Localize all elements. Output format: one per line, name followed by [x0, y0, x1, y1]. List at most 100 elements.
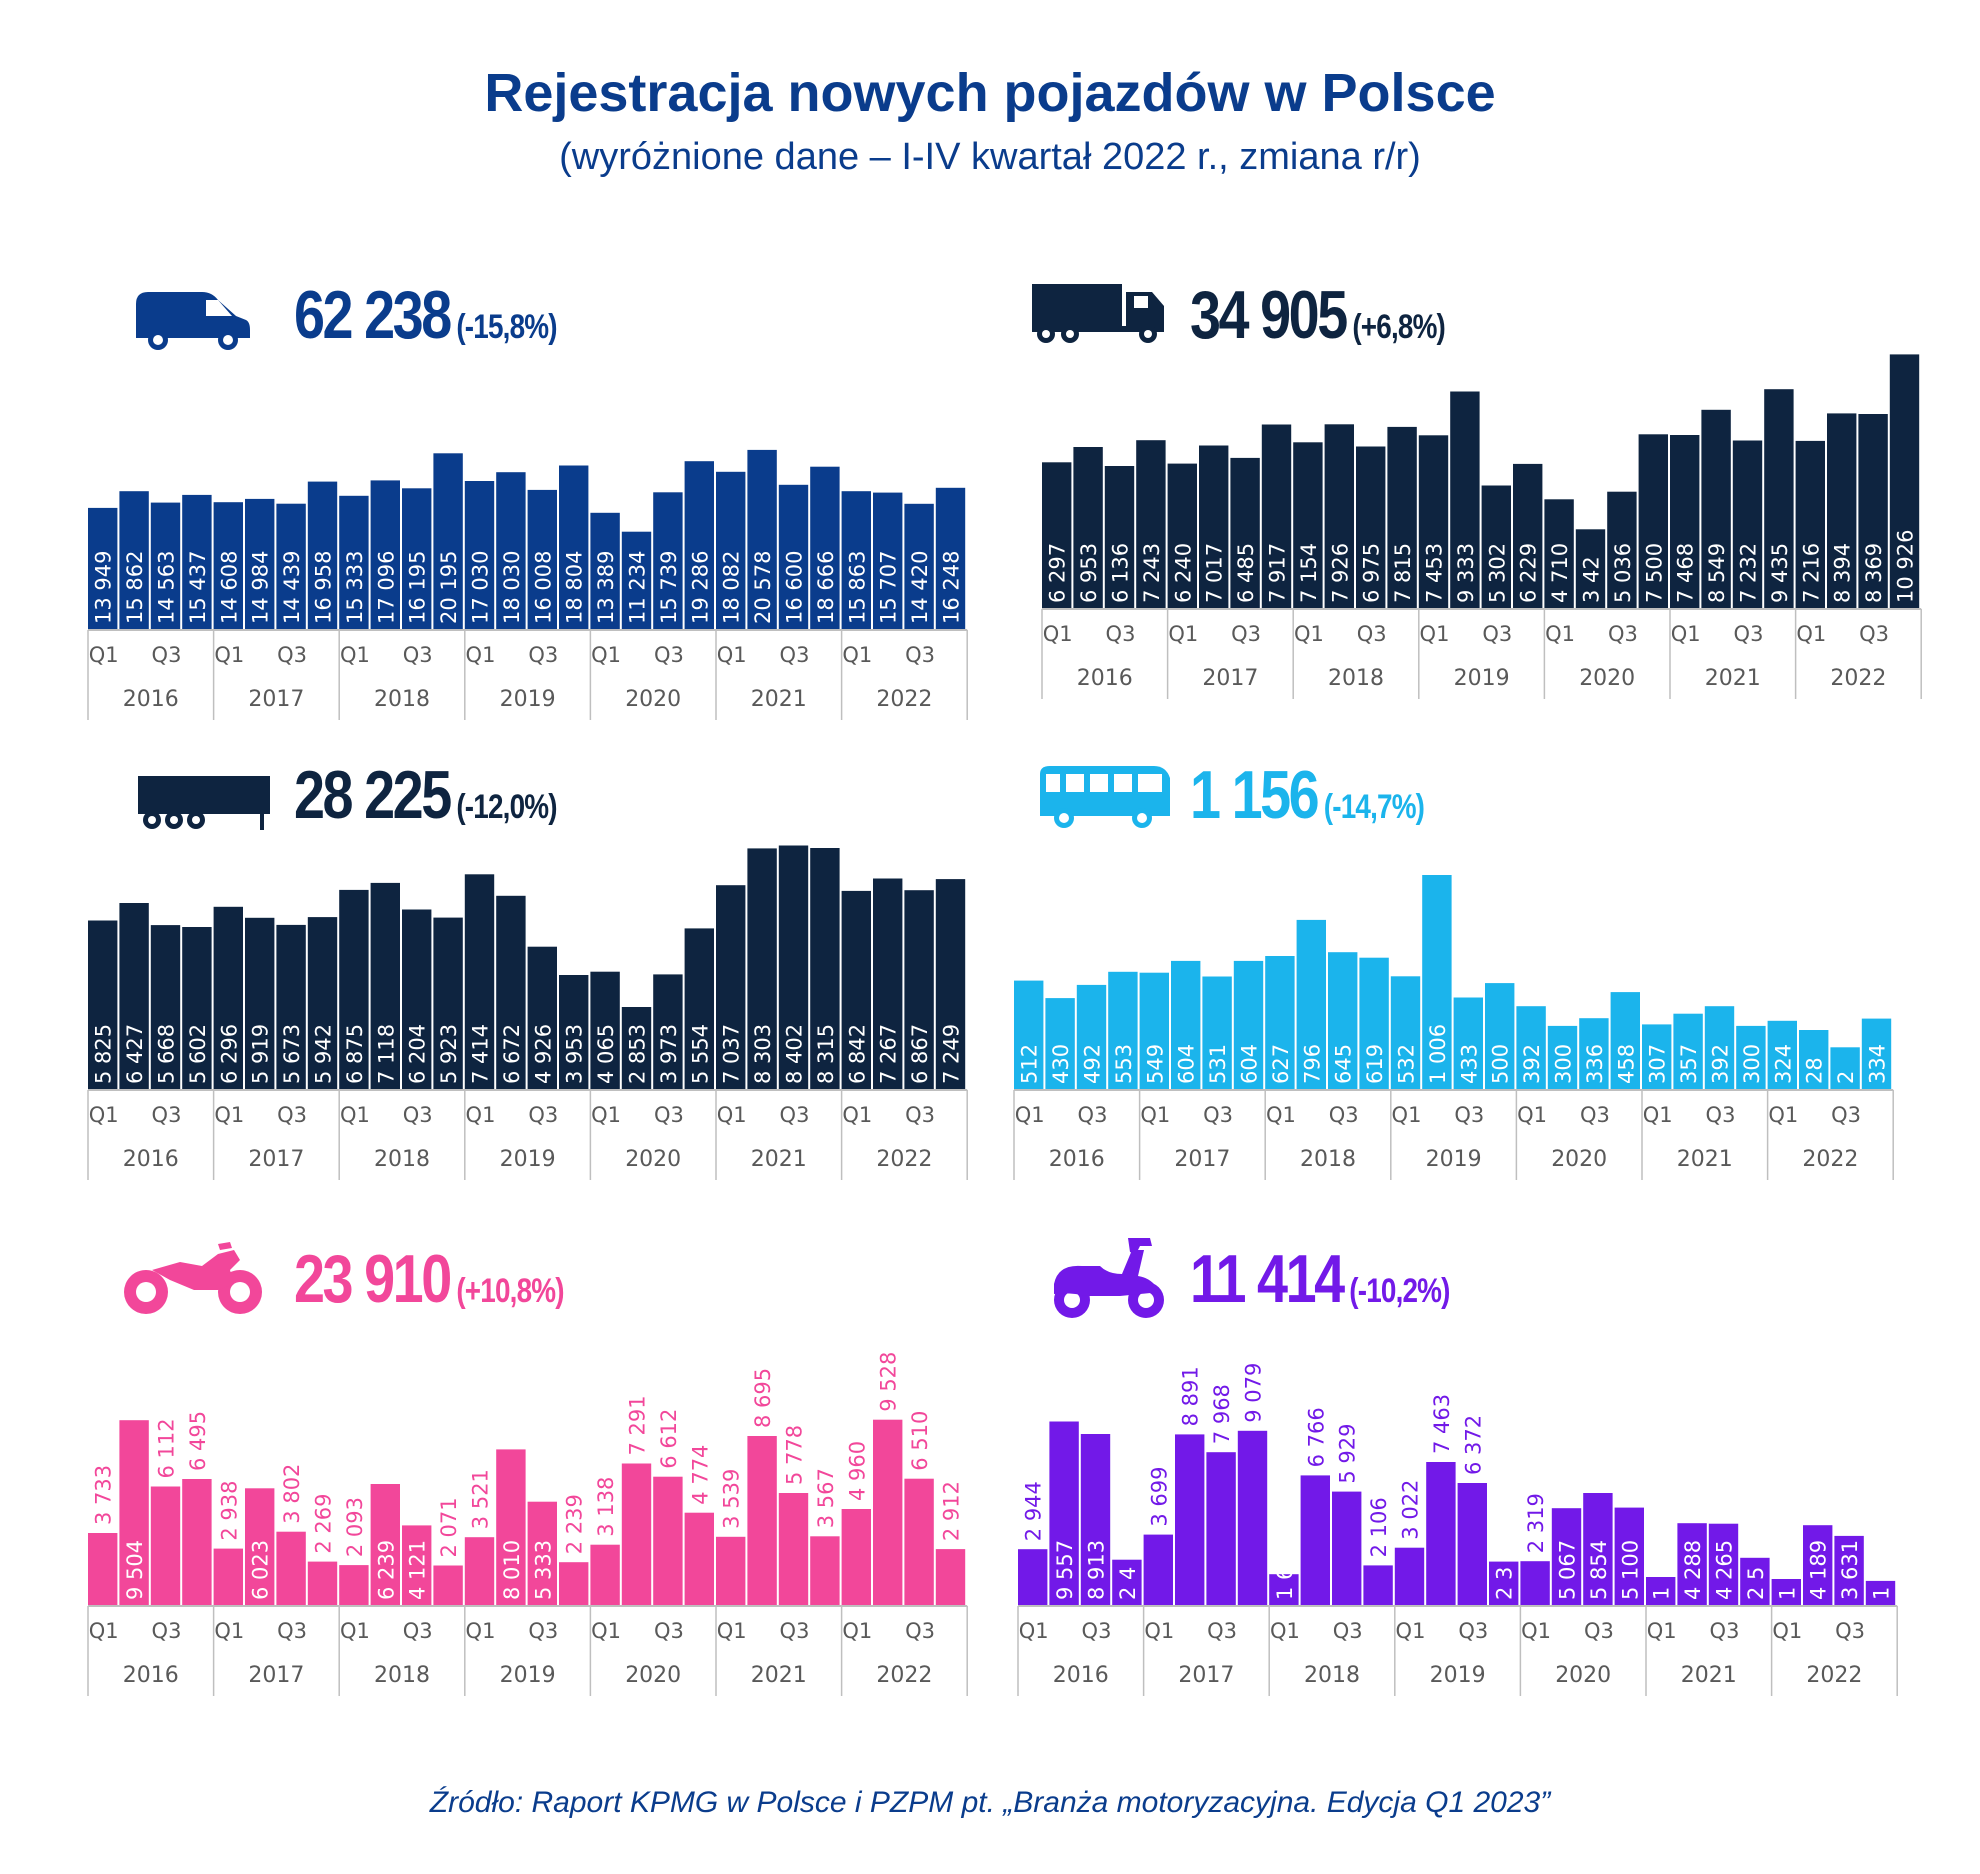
motorcycle-year-label: 2016 [123, 1663, 179, 1688]
bus-bar [1328, 952, 1358, 1090]
truck-tick-label: Q3 [1357, 622, 1387, 646]
trailer-data-label: 6 672 [500, 1024, 524, 1084]
trailer-tick-label: Q1 [214, 1103, 244, 1127]
van-data-label: 16 008 [531, 551, 555, 624]
scooter-bar [1865, 1580, 1896, 1606]
truck-tick-label: Q1 [1420, 622, 1450, 646]
van-year-label: 2019 [500, 687, 556, 712]
bus-tick-label: Q3 [1454, 1103, 1484, 1127]
trailer-bar [402, 909, 432, 1090]
truck-data-label: 5 036 [1611, 543, 1635, 603]
truck-bar [1827, 413, 1857, 609]
bus-data-label: 604 [1175, 1044, 1199, 1084]
scooter-data-label: 9 079 [1242, 1363, 1266, 1423]
scooter-bar [1708, 1523, 1739, 1606]
van-bar [276, 503, 306, 630]
scooter-bar [1426, 1462, 1456, 1606]
truck-data-label: 8 549 [1705, 543, 1729, 603]
bus-tick-label: Q1 [1266, 1103, 1296, 1127]
trailer-tick-label: Q1 [842, 1103, 872, 1127]
van-tick-label: Q1 [591, 643, 621, 667]
bus-tick-label: Q3 [1078, 1103, 1108, 1127]
trailer-bar [873, 878, 903, 1090]
scooter-bar [1112, 1559, 1142, 1606]
scooter-bar [1740, 1557, 1770, 1607]
scooter-tick-label: Q3 [1710, 1619, 1740, 1643]
truck-data-label: 7 243 [1140, 543, 1164, 603]
bus-data-label: 604 [1238, 1044, 1262, 1084]
van-data-label: 17 030 [469, 551, 493, 624]
motorcycle-tick-label: Q1 [214, 1619, 244, 1643]
van-bar [119, 491, 149, 630]
scooter-year-label: 2022 [1806, 1663, 1862, 1688]
truck-tick-label: Q1 [1294, 622, 1324, 646]
trailer-bar [276, 924, 306, 1090]
van-bar [841, 491, 871, 630]
van-data-label: 16 600 [783, 551, 807, 624]
truck-bar [1732, 440, 1763, 609]
source-note: Źródło: Raport KPMG w Polsce i PZPM pt. … [429, 1786, 1551, 1819]
scooter-data-label: 4 265 [1713, 1540, 1737, 1600]
scooter-data-label: 3 699 [1147, 1466, 1171, 1526]
bus-year-label: 2018 [1300, 1147, 1356, 1172]
scooter-bar [1489, 1561, 1519, 1606]
bus-bar [1139, 972, 1169, 1090]
motorcycle-tick-label: Q3 [905, 1619, 935, 1643]
truck-bar [1136, 440, 1166, 609]
van-data-label: 15 739 [657, 551, 681, 624]
bus-data-label: 458 [1614, 1044, 1638, 1084]
motorcycle-total: 23 910 (+10,8%) [294, 1241, 565, 1317]
scooter-data-label: 4 189 [1807, 1540, 1831, 1600]
bus-bar [1265, 956, 1295, 1090]
bus-bar [1390, 976, 1421, 1090]
scooter-bar [1457, 1483, 1487, 1606]
motorcycle-bar [182, 1479, 212, 1606]
trailer-data-label: 6 296 [217, 1024, 241, 1084]
trailer-tick-label: Q1 [340, 1103, 370, 1127]
motorcycle-tick-label: Q3 [654, 1619, 684, 1643]
motorcycle-bar [841, 1509, 871, 1606]
bus-bar [1830, 1047, 1860, 1090]
truck-bar [1638, 434, 1668, 610]
motorcycle-year-label: 2017 [248, 1663, 304, 1688]
van-year-label: 2021 [751, 687, 807, 712]
truck-bar [1418, 435, 1449, 609]
bus-tick-label: Q1 [1392, 1103, 1422, 1127]
scooter-change: (-10,2%) [1349, 1272, 1450, 1310]
bus-tick-label: Q3 [1203, 1103, 1233, 1127]
truck-bar [1701, 409, 1731, 609]
truck-year-label: 2019 [1454, 666, 1510, 691]
bus-data-label: 645 [1332, 1044, 1356, 1084]
truck-data-label: 6 953 [1077, 543, 1101, 603]
bus-bar [1767, 1020, 1797, 1090]
truck-year-label: 2018 [1328, 666, 1384, 691]
bus-data-label: 500 [1489, 1044, 1513, 1084]
van-bar [213, 502, 243, 630]
van-bar [747, 449, 777, 630]
trailer-bar [810, 848, 840, 1090]
truck-data-label: 7 500 [1642, 543, 1666, 603]
bus-data-label: 627 [1269, 1044, 1293, 1084]
bus-tick-label: Q1 [1015, 1103, 1045, 1127]
truck-data-label: 6 229 [1517, 543, 1541, 603]
truck-year-label: 2021 [1705, 666, 1761, 691]
scooter-tick-label: Q3 [1584, 1619, 1614, 1643]
truck-bar [1073, 447, 1103, 609]
van-bar [904, 503, 934, 630]
trailer-data-label: 7 037 [720, 1024, 744, 1084]
trailer-tick-label: Q3 [905, 1103, 935, 1127]
van-data-label: 20 195 [437, 551, 461, 624]
van-icon [136, 292, 250, 350]
scooter-bar [1269, 1574, 1299, 1606]
van-bar [182, 494, 212, 630]
bus-total: 1 156 (-14,7%) [1190, 757, 1425, 833]
bus-bar [1045, 998, 1075, 1090]
bus-tick-label: Q1 [1643, 1103, 1673, 1127]
trailer-data-label: 6 842 [845, 1024, 869, 1084]
bus-data-label: 619 [1363, 1044, 1387, 1084]
trailer-bar [182, 927, 212, 1090]
scooter-data-label: 5 100 [1618, 1540, 1642, 1600]
motorcycle-tick-label: Q1 [466, 1619, 496, 1643]
bus-year-label: 2021 [1677, 1147, 1733, 1172]
van-bar [88, 507, 118, 630]
